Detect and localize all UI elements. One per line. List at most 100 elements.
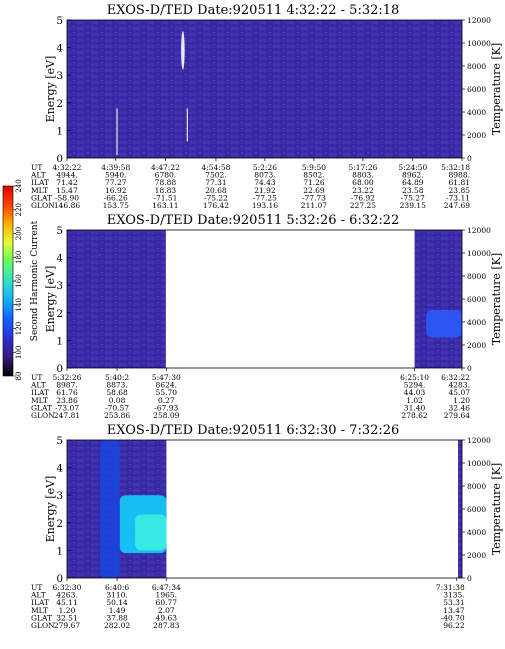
table-cell: 8962. bbox=[402, 171, 423, 180]
table-cell: 278.62 bbox=[401, 411, 427, 420]
table-cell: 227.25 bbox=[350, 201, 376, 210]
table-cell: 258.09 bbox=[153, 411, 179, 420]
table-cell: 96.22 bbox=[443, 621, 465, 630]
heatmap-bright-streak bbox=[181, 31, 185, 70]
table-cell: 4:39:58 bbox=[101, 163, 130, 172]
table-row-label: GLAT bbox=[31, 613, 52, 622]
table-row-label: GLON bbox=[31, 201, 55, 210]
y-tick-label: 0 bbox=[56, 573, 63, 585]
table-cell: 18.83 bbox=[155, 186, 177, 195]
table-cell: 20.68 bbox=[205, 186, 227, 195]
panel-3: EXOS-D/TED Date:920511 6:32:30 - 7:32:26… bbox=[30, 423, 503, 630]
y-right-axis-label: Temperature [K] bbox=[490, 463, 503, 555]
table-cell: -71.51 bbox=[153, 193, 177, 202]
data-gap bbox=[165, 230, 415, 368]
table-cell: 5:17:26 bbox=[348, 163, 377, 172]
table-cell: 49.63 bbox=[156, 613, 178, 622]
table-cell: 6780. bbox=[155, 171, 176, 180]
table-row-label: MLT bbox=[31, 606, 48, 615]
table-cell: 1965. bbox=[156, 591, 177, 600]
table-row-label: GLAT bbox=[31, 403, 52, 412]
table-cell: 163.11 bbox=[152, 201, 178, 210]
colorbar-tick-label: 220 bbox=[15, 203, 23, 216]
y-tick-label: 4 bbox=[56, 43, 63, 55]
table-cell: 239.15 bbox=[400, 201, 426, 210]
colorbar-label: Second Harmonic Current bbox=[30, 220, 40, 341]
table-cell: 5:40:2 bbox=[105, 373, 129, 382]
y-axis-label: Energy [eV] bbox=[44, 56, 57, 123]
table-cell: 6:32:30 bbox=[53, 583, 82, 592]
panel-title: EXOS-D/TED Date:920511 5:32:26 - 6:32:22 bbox=[107, 213, 400, 228]
table-cell: -58.90 bbox=[55, 193, 79, 202]
heatmap-background bbox=[67, 20, 462, 158]
table-cell: 6:47:34 bbox=[152, 583, 181, 592]
panels: EXOS-D/TED Date:920511 4:32:22 - 5:32:18… bbox=[30, 3, 503, 630]
table-cell: 58.68 bbox=[106, 388, 128, 397]
y-tick-label: 4 bbox=[56, 463, 63, 475]
y-tick-label: 0 bbox=[56, 363, 63, 375]
table-cell: 3135. bbox=[443, 591, 464, 600]
y-tick-label: 1 bbox=[56, 335, 63, 347]
table-cell: 5:47:30 bbox=[152, 373, 181, 382]
table-row-label: MLT bbox=[31, 396, 48, 405]
colorbar-tick-label: 240 bbox=[15, 179, 23, 192]
table-cell: -67.93 bbox=[154, 403, 178, 412]
heatmap-enhancement bbox=[135, 514, 167, 551]
colorbar-tick-label: 100 bbox=[15, 346, 23, 359]
table-cell: 71.26 bbox=[303, 178, 325, 187]
table-cell: 68.00 bbox=[352, 178, 374, 187]
table-cell: 8502. bbox=[303, 171, 324, 180]
table-cell: 1.02 bbox=[406, 396, 423, 405]
y-right-tick-label: 10000 bbox=[467, 39, 491, 48]
heatmap-enhancement bbox=[426, 310, 462, 338]
y-right-tick-label: 12000 bbox=[467, 436, 491, 445]
table-cell: 53.31 bbox=[443, 598, 464, 607]
table-row-label: GLON bbox=[31, 411, 55, 420]
table-cell: 78.88 bbox=[155, 178, 177, 187]
y-tick-label: 0 bbox=[56, 153, 63, 165]
table-cell: -77.25 bbox=[253, 193, 277, 202]
table-cell: -73.11 bbox=[446, 193, 470, 202]
table-cell: 8073. bbox=[254, 171, 275, 180]
y-right-tick-label: 8000 bbox=[467, 482, 486, 491]
table-row-label: MLT bbox=[31, 186, 48, 195]
colorbar-tick-label: 140 bbox=[15, 298, 23, 311]
colorbar-tick-label: 200 bbox=[15, 227, 23, 240]
table-cell: 211.07 bbox=[301, 201, 327, 210]
colorbar-tick-label: 160 bbox=[15, 274, 23, 287]
table-cell: 50.14 bbox=[106, 598, 128, 607]
table-cell: 44.03 bbox=[404, 388, 426, 397]
table-cell: 71.42 bbox=[56, 178, 78, 187]
table-cell: 247.81 bbox=[54, 411, 80, 420]
table-cell: 6:40:6 bbox=[105, 583, 129, 592]
table-cell: 0.08 bbox=[109, 396, 126, 405]
table-cell: 0.27 bbox=[158, 396, 175, 405]
table-cell: 64.89 bbox=[402, 178, 424, 187]
table-cell: 37.88 bbox=[106, 613, 128, 622]
table-cell: 247.69 bbox=[444, 201, 470, 210]
y-right-tick-label: 0 bbox=[467, 574, 472, 583]
table-cell: 4:54:58 bbox=[201, 163, 230, 172]
table-cell: 1.20 bbox=[59, 606, 76, 615]
y-right-tick-label: 10000 bbox=[467, 249, 491, 258]
colorbar-tick-label: 80 bbox=[15, 372, 23, 381]
table-cell: -70.57 bbox=[105, 403, 129, 412]
table-cell: 45.11 bbox=[56, 598, 77, 607]
y-right-tick-label: 6000 bbox=[467, 85, 486, 94]
table-row-label: ILAT bbox=[31, 598, 49, 607]
table-cell: -75.22 bbox=[204, 193, 228, 202]
table-cell: 77.27 bbox=[105, 178, 127, 187]
table-cell: 5940. bbox=[105, 171, 126, 180]
table-cell: 4:32:22 bbox=[53, 163, 82, 172]
table-cell: -66.26 bbox=[104, 193, 128, 202]
table-cell: 5:32:26 bbox=[53, 373, 82, 382]
table-cell: 7502. bbox=[205, 171, 226, 180]
table-cell: 4:47:22 bbox=[151, 163, 180, 172]
y-right-tick-label: 12000 bbox=[467, 226, 491, 235]
y-tick-label: 1 bbox=[56, 125, 63, 137]
table-cell: 55.70 bbox=[156, 388, 178, 397]
panel-title: EXOS-D/TED Date:920511 6:32:30 - 7:32:26 bbox=[107, 423, 400, 438]
